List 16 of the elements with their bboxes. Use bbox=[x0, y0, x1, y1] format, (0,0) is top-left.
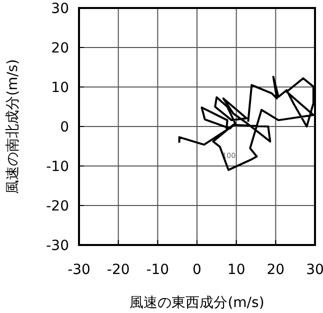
x-tick-label: 0 bbox=[192, 262, 202, 278]
x-axis-title: 風速の東西成分(m/s) bbox=[130, 295, 264, 311]
x-tick-label: 10 bbox=[227, 262, 246, 278]
x-tick-label: -20 bbox=[106, 262, 130, 278]
x-tick-label: 20 bbox=[266, 262, 285, 278]
x-tick-label: -30 bbox=[68, 262, 90, 278]
y-tick-label: -20 bbox=[46, 198, 69, 214]
y-tick-label: -30 bbox=[46, 238, 69, 254]
y-tick-label: 0 bbox=[60, 120, 69, 136]
y-tick-label: -10 bbox=[46, 159, 69, 175]
y-tick-label: 30 bbox=[51, 1, 69, 17]
y-axis-title: 風速の南北成分(m/s) bbox=[5, 59, 21, 194]
x-tick-label: -10 bbox=[146, 262, 170, 278]
y-tick-label: 10 bbox=[51, 80, 69, 96]
y-tick-label: 20 bbox=[51, 40, 69, 56]
x-tick-label: 30 bbox=[306, 262, 323, 278]
